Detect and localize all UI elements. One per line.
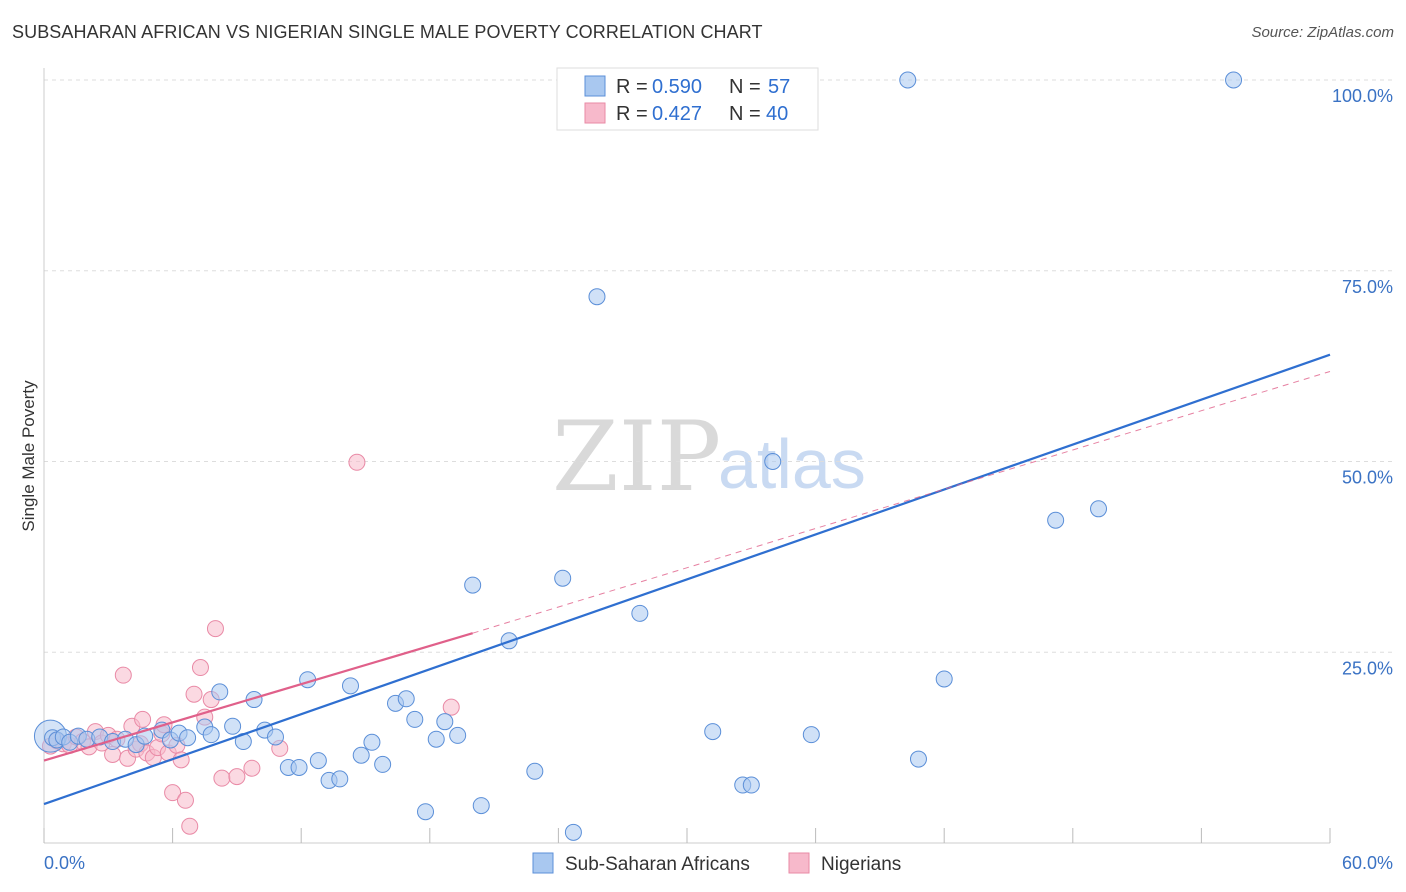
sub-saharan-point-37 <box>427 730 445 748</box>
sub-saharan-point-56 <box>1047 511 1065 529</box>
nigerians-point-36 <box>243 759 261 777</box>
sub-saharan-point-17 <box>211 683 229 701</box>
sub-saharan-point-52 <box>802 726 820 744</box>
legend-r-value-pink: 0.427 <box>652 103 702 125</box>
legend-swatch-blue <box>584 75 606 97</box>
y-tick-label-25: 25.0% <box>1342 658 1393 678</box>
x-ticks <box>43 828 1331 843</box>
y-tick-labels: 25.0% 50.0% 75.0% 100.0% <box>1332 86 1393 678</box>
nigerians-point-38 <box>348 453 366 471</box>
legend-r-value-blue: 0.590 <box>652 76 702 98</box>
sub-saharan-point-39 <box>449 726 467 744</box>
nigerians-point-35 <box>228 768 246 786</box>
nigerians-trend-line <box>43 632 473 762</box>
sub-saharan-point-29 <box>341 677 359 695</box>
sub-saharan-point-34 <box>397 690 415 708</box>
sub-saharan-point-44 <box>554 569 572 587</box>
sub-saharan-point-53 <box>899 71 917 89</box>
nigerians-point-17 <box>134 710 152 728</box>
x-tick-label-min: 0.0% <box>44 853 85 873</box>
legend-n-value-pink: 40 <box>766 103 788 125</box>
nigerians-point-28 <box>181 817 199 835</box>
sub-saharan-trend-line <box>43 353 1331 806</box>
legend-n-label-pink: N = <box>729 103 761 125</box>
sub-saharan-point-43 <box>526 762 544 780</box>
source-credit: Source: ZipAtlas.com <box>1251 24 1394 41</box>
nigerians-point-33 <box>206 620 224 638</box>
bottom-legend-label-blue: Sub-Saharan Africans <box>565 854 750 875</box>
sub-saharan-point-47 <box>631 604 649 622</box>
sub-saharan-point-24 <box>290 758 308 776</box>
trend-lines <box>43 353 1331 806</box>
sub-saharan-point-41 <box>472 797 490 815</box>
bottom-legend-swatch-blue <box>532 852 554 874</box>
nigerians-point-30 <box>191 659 209 677</box>
sub-saharan-points <box>33 71 1243 841</box>
sub-saharan-point-22 <box>266 728 284 746</box>
sub-saharan-point-26 <box>309 752 327 770</box>
gridlines <box>44 79 1393 653</box>
watermark-zip: ZIP <box>552 401 721 513</box>
sub-saharan-point-50 <box>742 776 760 794</box>
sub-saharan-point-35 <box>406 710 424 728</box>
bottom-legend-label-pink: Nigerians <box>821 854 901 875</box>
y-tick-label-100: 100.0% <box>1332 86 1393 106</box>
sub-saharan-point-58 <box>1225 71 1243 89</box>
nigerians-point-24 <box>164 784 182 802</box>
nigerians-point-12 <box>114 666 132 684</box>
bottom-legend-swatch-pink <box>788 852 810 874</box>
legend-top: R = 0.590 N = 57 R = 0.427 N = 40 <box>556 67 819 131</box>
sub-saharan-point-48 <box>704 723 722 741</box>
sub-saharan-point-16 <box>202 726 220 744</box>
nigerians-points <box>41 453 460 835</box>
chart-title: SUBSAHARAN AFRICAN VS NIGERIAN SINGLE MA… <box>12 22 763 42</box>
sub-saharan-point-30 <box>352 746 370 764</box>
sub-saharan-point-51 <box>764 453 782 470</box>
legend-r-label-pink: R = <box>616 103 648 125</box>
legend-n-label-blue: N = <box>729 76 761 98</box>
sub-saharan-point-57 <box>1090 500 1108 518</box>
legend-r-label-blue: R = <box>616 76 648 98</box>
sub-saharan-point-32 <box>374 755 392 773</box>
nigerians-point-29 <box>185 685 203 703</box>
legend-bottom: Sub-Saharan Africans Nigerians <box>532 852 901 875</box>
sub-saharan-point-36 <box>417 803 435 821</box>
sub-saharan-point-18 <box>224 717 242 735</box>
legend-swatch-pink <box>584 102 606 124</box>
sub-saharan-point-31 <box>363 733 381 751</box>
y-tick-label-75: 75.0% <box>1342 277 1393 297</box>
sub-saharan-point-38 <box>436 713 454 731</box>
nigerians-point-27 <box>176 791 194 809</box>
nigerians-point-39 <box>442 698 460 716</box>
sub-saharan-point-14 <box>179 729 197 747</box>
y-tick-label-50: 50.0% <box>1342 468 1393 488</box>
x-tick-label-max: 60.0% <box>1342 853 1393 873</box>
sub-saharan-point-54 <box>909 750 927 768</box>
nigerians-point-34 <box>213 769 231 787</box>
watermark-atlas: atlas <box>718 425 866 503</box>
y-axis-title: Single Male Poverty <box>19 380 38 532</box>
sub-saharan-point-40 <box>464 576 482 594</box>
legend-n-value-blue: 57 <box>768 76 790 98</box>
sub-saharan-point-28 <box>331 770 349 788</box>
sub-saharan-point-45 <box>564 823 582 841</box>
sub-saharan-point-55 <box>935 670 953 688</box>
sub-saharan-point-46 <box>588 288 606 306</box>
